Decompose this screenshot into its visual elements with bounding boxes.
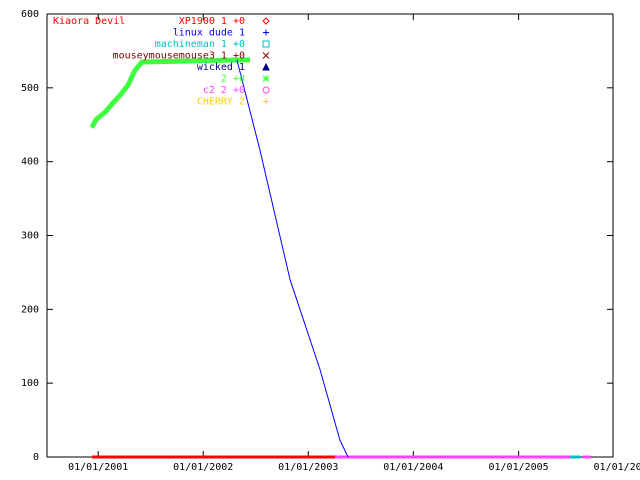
legend-marker bbox=[263, 29, 269, 36]
y-tick-label: 100 bbox=[21, 378, 39, 389]
series-line bbox=[236, 59, 349, 458]
x-tick-label: 01/01/2002 bbox=[173, 462, 233, 473]
legend-label: c2 2 +0 bbox=[203, 85, 245, 96]
legend-marker bbox=[262, 52, 270, 59]
legend-label: 2 +0 bbox=[221, 74, 245, 85]
legend-marker bbox=[263, 98, 269, 105]
y-tick-label: 300 bbox=[21, 231, 39, 242]
legend-label: mouseymousemouse3 1 +0 bbox=[113, 51, 245, 62]
x-tick-label: 01/01/2001 bbox=[68, 462, 128, 473]
x-tick-label: 01/01/2005 bbox=[489, 462, 549, 473]
legend-label: XP1900 1 +0 bbox=[179, 16, 245, 27]
x-tick-label: 01/01/2003 bbox=[278, 462, 338, 473]
chart-title: Kiaora Devil bbox=[53, 16, 125, 27]
series-line bbox=[89, 57, 251, 129]
legend-label: wicked 1 bbox=[197, 62, 245, 73]
legend-label: CHERRY 2 bbox=[197, 97, 245, 108]
legend-marker bbox=[262, 62, 270, 71]
y-tick-label: 0 bbox=[33, 452, 39, 463]
x-tick-label: 01/01/2004 bbox=[383, 462, 443, 473]
y-tick-label: 500 bbox=[21, 83, 39, 94]
x-tick-label: 01/01/2006 bbox=[594, 462, 640, 473]
y-tick-label: 400 bbox=[21, 157, 39, 168]
legend-marker bbox=[262, 17, 270, 25]
legend-label: machineman 1 +0 bbox=[155, 39, 245, 50]
legend-label: linux dude 1 bbox=[173, 28, 245, 39]
y-tick-label: 200 bbox=[21, 304, 39, 315]
legend-marker bbox=[262, 75, 270, 82]
legend-marker bbox=[262, 40, 270, 48]
legend-marker bbox=[262, 86, 270, 94]
y-tick-label: 600 bbox=[21, 9, 39, 20]
